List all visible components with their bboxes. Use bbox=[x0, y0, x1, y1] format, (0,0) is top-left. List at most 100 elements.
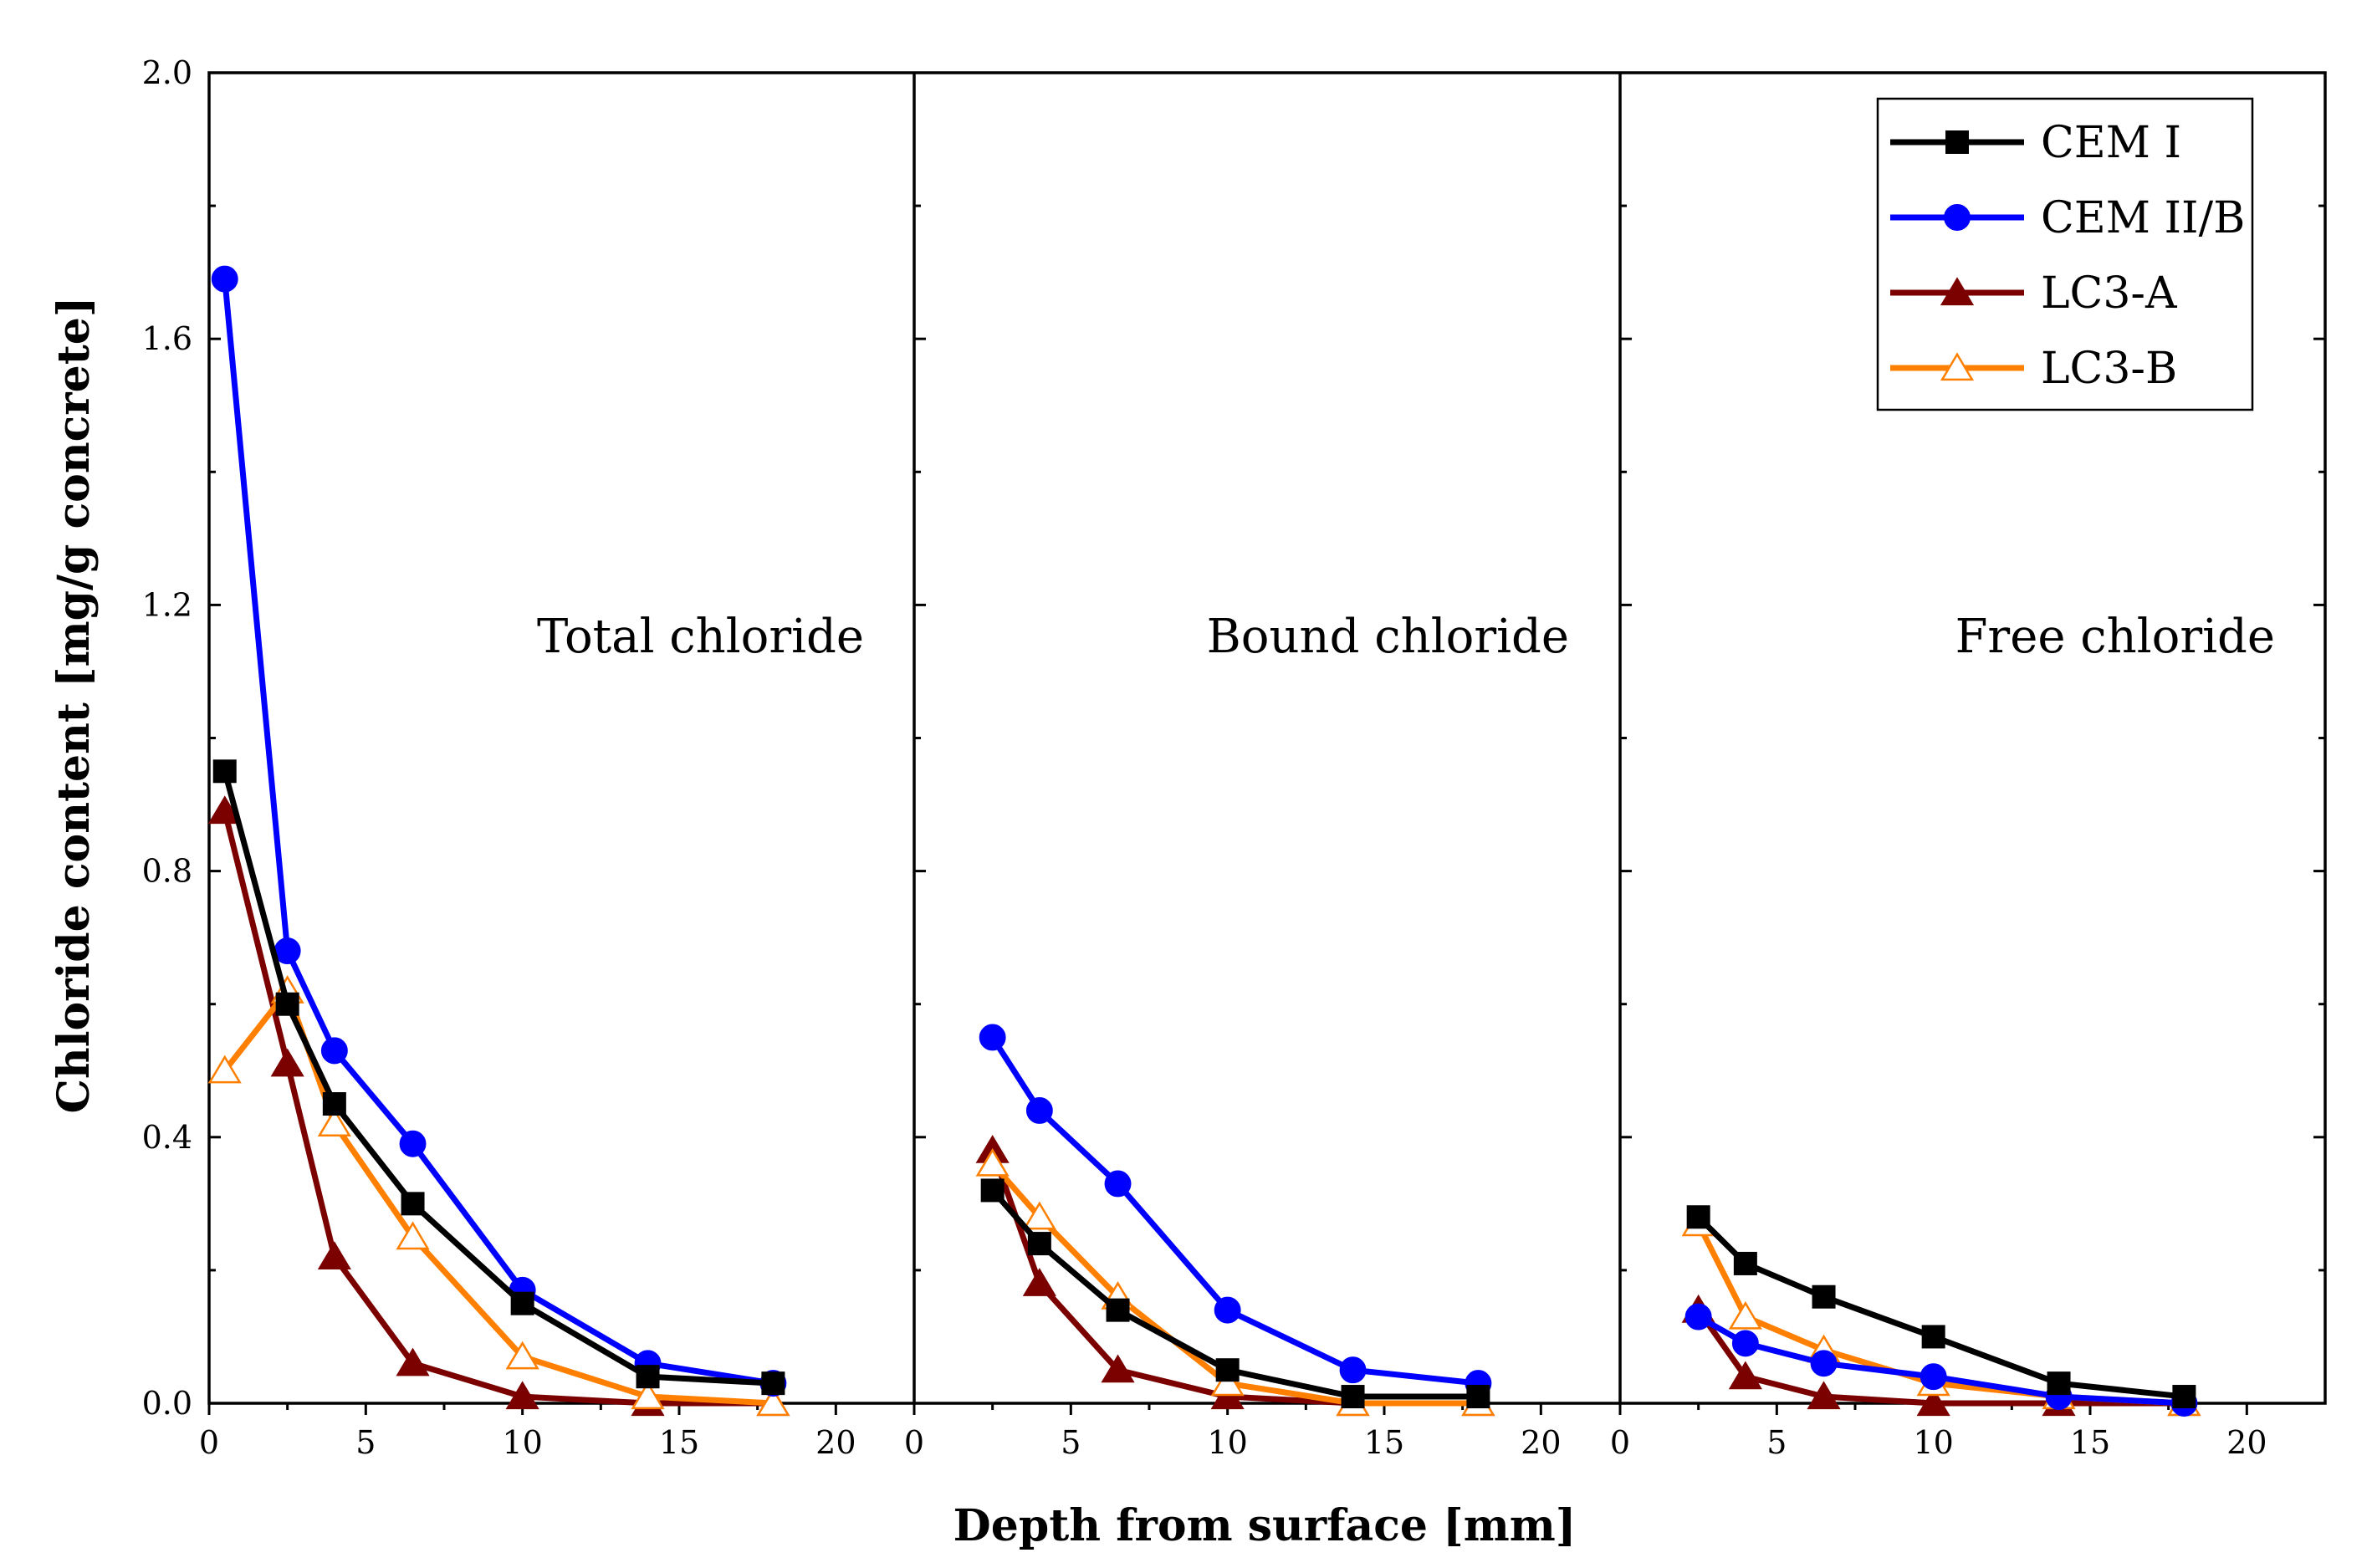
panel-label: Total chloride bbox=[537, 610, 864, 664]
data-point-lc3-a bbox=[1101, 1354, 1135, 1383]
legend-marker-lc3-b bbox=[1940, 352, 1975, 381]
data-point-lc3-b bbox=[1728, 1300, 1762, 1330]
data-point-cem-ii-b bbox=[1104, 1170, 1132, 1198]
data-point-lc3-b bbox=[756, 1387, 790, 1417]
y-tick-label: 1.6 bbox=[142, 320, 192, 357]
series-lc3-b bbox=[207, 975, 790, 1417]
legend-label-lc3-a: LC3-A bbox=[2041, 268, 2178, 319]
data-point-lc3-a bbox=[1728, 1361, 1762, 1390]
y-axis-title: Chloride content [mg/g concrete] bbox=[49, 297, 100, 1114]
series-line-lc3-a bbox=[1695, 1308, 2185, 1407]
data-point-cem-ii-b bbox=[1810, 1350, 1838, 1377]
data-point-lc3-a bbox=[1807, 1381, 1841, 1410]
data-point-cem-ii-b bbox=[1214, 1296, 1241, 1324]
data-point-cem-ii-b bbox=[979, 1024, 1006, 1051]
series-cem-i bbox=[212, 759, 785, 1396]
data-point-cem-i bbox=[275, 992, 299, 1016]
legend-marker-cem-i bbox=[1945, 130, 1969, 154]
legend-item-cem-ii-b: CEM II/B bbox=[1890, 193, 2245, 243]
data-point-lc3-a bbox=[317, 1241, 351, 1270]
series-lc3-a bbox=[207, 795, 790, 1417]
legend-label-lc3-b: LC3-B bbox=[2041, 344, 2177, 394]
legend: CEM I CEM II/B LC3-A LC3-B bbox=[1876, 97, 2254, 411]
legend-box bbox=[1876, 97, 2254, 411]
data-point-cem-i bbox=[980, 1178, 1005, 1203]
legend-item-lc3-a: LC3-A bbox=[1890, 268, 2178, 319]
data-point-cem-ii-b bbox=[1025, 1097, 1053, 1124]
x-tick-label: 10 bbox=[502, 1424, 542, 1461]
data-point-lc3-b bbox=[505, 1341, 539, 1370]
x-tick-label: 0 bbox=[1610, 1424, 1630, 1461]
x-tick-label: 10 bbox=[1207, 1424, 1247, 1461]
x-tick-label: 0 bbox=[199, 1424, 219, 1461]
x-tick-label: 5 bbox=[1766, 1424, 1787, 1461]
legend-marker-cem-ii-b bbox=[1944, 204, 1971, 231]
x-tick-label: 0 bbox=[904, 1424, 924, 1461]
series-line-cem-i bbox=[222, 770, 774, 1387]
data-point-lc3-a bbox=[1916, 1387, 1950, 1417]
data-point-lc3-b bbox=[317, 1108, 351, 1136]
data-point-cem-i bbox=[1027, 1232, 1051, 1256]
series-cem-ii-b bbox=[979, 1024, 1492, 1397]
data-point-cem-ii-b bbox=[1731, 1330, 1759, 1357]
data-point-cem-i bbox=[322, 1092, 346, 1116]
data-point-cem-i bbox=[1733, 1251, 1757, 1275]
data-point-cem-ii-b bbox=[1684, 1303, 1712, 1331]
data-point-cem-i bbox=[1812, 1285, 1836, 1309]
data-point-cem-i bbox=[510, 1291, 534, 1315]
legend-item-cem-i: CEM I bbox=[1890, 118, 2181, 168]
data-point-lc3-a bbox=[396, 1347, 430, 1376]
panel-label: Bound chloride bbox=[1207, 610, 1569, 664]
data-point-lc3-a bbox=[505, 1381, 539, 1410]
x-tick-label: 5 bbox=[1061, 1424, 1081, 1461]
data-point-cem-ii-b bbox=[1339, 1356, 1367, 1384]
data-point-cem-i bbox=[1215, 1358, 1240, 1382]
x-tick-label: 15 bbox=[2070, 1424, 2110, 1461]
data-point-lc3-b bbox=[1022, 1201, 1056, 1230]
data-point-lc3-b bbox=[975, 1147, 1010, 1177]
x-tick-label: 20 bbox=[2226, 1424, 2267, 1461]
y-tick-label: 0.4 bbox=[142, 1119, 192, 1156]
data-point-cem-ii-b bbox=[1920, 1363, 1947, 1391]
data-point-cem-i bbox=[1106, 1298, 1130, 1322]
legend-label-cem-i: CEM I bbox=[2041, 118, 2181, 168]
x-tick-label: 15 bbox=[1364, 1424, 1404, 1461]
data-point-cem-ii-b bbox=[320, 1037, 348, 1065]
series-cem-i bbox=[980, 1178, 1490, 1409]
data-point-lc3-a bbox=[270, 1048, 304, 1077]
panel-1: Total chloride bbox=[207, 265, 864, 1417]
y-tick-label: 1.2 bbox=[142, 586, 192, 623]
legend-item-lc3-b: LC3-B bbox=[1890, 344, 2177, 394]
y-tick-label: 0.0 bbox=[142, 1385, 192, 1422]
legend-label-cem-ii-b: CEM II/B bbox=[2041, 193, 2245, 243]
series-cem-i bbox=[1686, 1205, 2196, 1409]
data-point-lc3-b bbox=[396, 1221, 430, 1250]
data-point-cem-i bbox=[1466, 1385, 1490, 1409]
x-tick-label: 10 bbox=[1913, 1424, 1953, 1461]
series-cem-ii-b bbox=[211, 265, 787, 1397]
x-axis-title: Depth from surface [mm] bbox=[953, 1500, 1577, 1551]
data-point-cem-i bbox=[761, 1371, 785, 1396]
series-line-lc3-a bbox=[222, 810, 774, 1407]
y-tick-label: 2.0 bbox=[142, 54, 192, 91]
data-point-cem-i bbox=[1686, 1205, 1710, 1229]
data-point-lc3-b bbox=[631, 1381, 665, 1410]
series-line-lc3-b bbox=[222, 988, 774, 1407]
data-series: Total chloride Bound chloride Free chlorid… bbox=[207, 265, 2275, 1417]
axis-ticks: 0.0 0.4 0.8 1.2 1.6 2.0 0 5 10 15 20 0 5 10 15 20 0 5 10 15… bbox=[142, 54, 2325, 1461]
y-tick-label: 0.8 bbox=[142, 853, 192, 890]
data-point-lc3-b bbox=[1210, 1367, 1245, 1397]
data-point-cem-i bbox=[2172, 1385, 2196, 1409]
data-point-cem-i bbox=[1921, 1325, 1945, 1349]
data-point-cem-ii-b bbox=[273, 937, 301, 965]
data-point-cem-ii-b bbox=[399, 1130, 427, 1157]
panel-label: Free chloride bbox=[1955, 610, 2275, 664]
data-point-cem-ii-b bbox=[211, 265, 238, 293]
x-tick-label: 15 bbox=[659, 1424, 699, 1461]
x-tick-label: 20 bbox=[1521, 1424, 1561, 1461]
data-point-cem-i bbox=[636, 1365, 660, 1389]
series-line-cem-ii-b bbox=[989, 1035, 1479, 1387]
x-tick-label: 20 bbox=[815, 1424, 856, 1461]
series-line-cem-ii-b bbox=[222, 278, 774, 1387]
